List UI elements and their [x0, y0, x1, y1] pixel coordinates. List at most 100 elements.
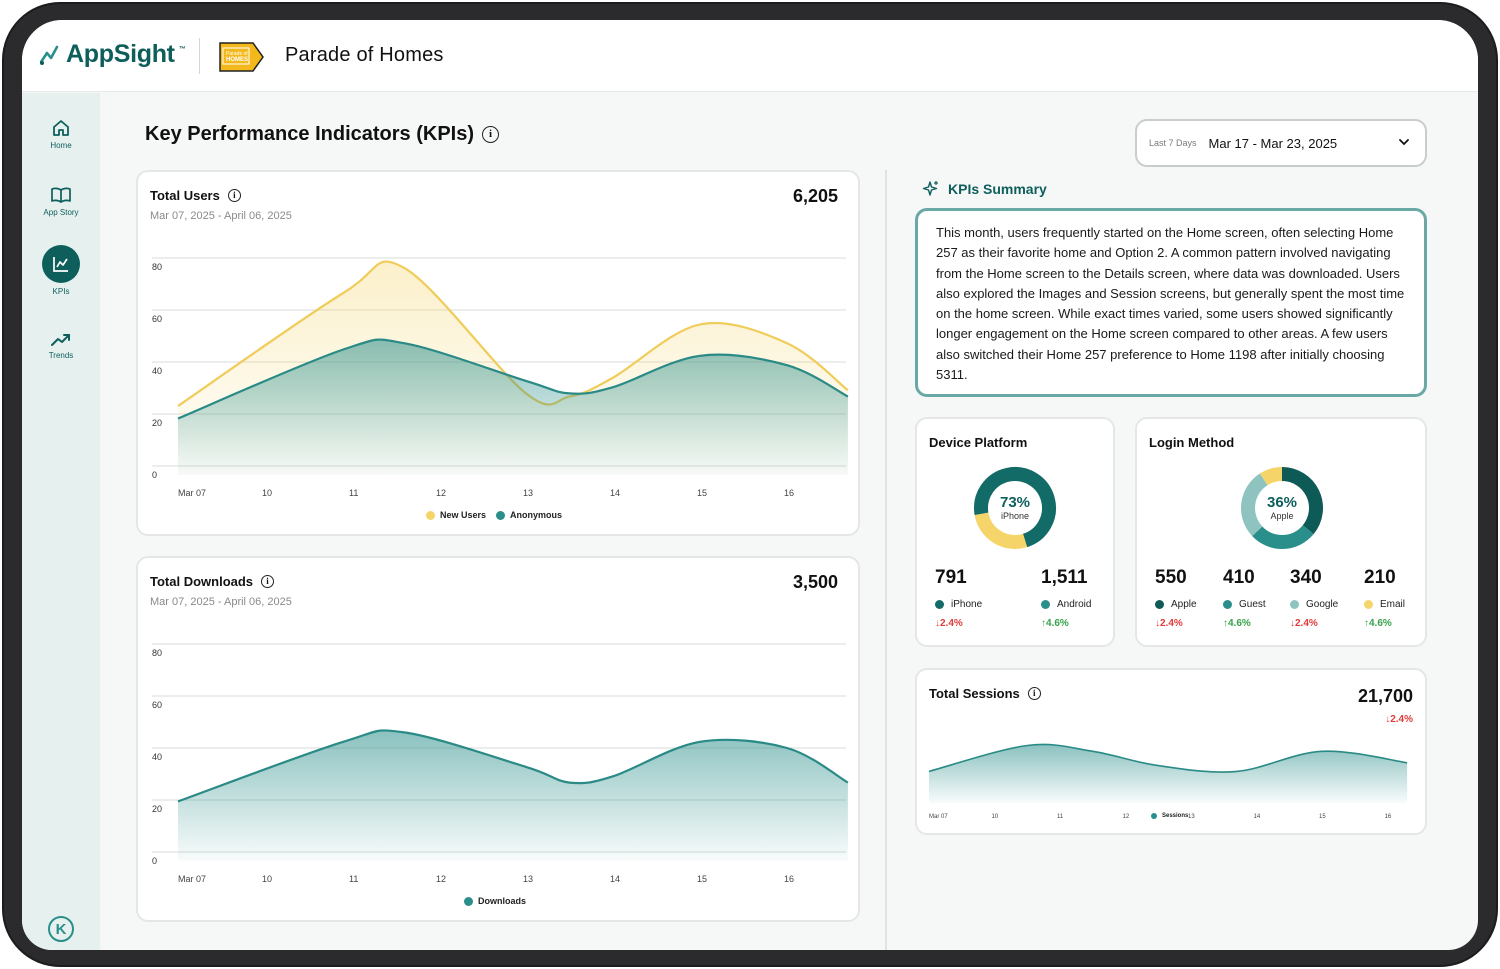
- card-title: Login Method: [1149, 435, 1235, 450]
- area-fill-downloads: [178, 730, 848, 861]
- total-downloads-chart: 0 20 40 60 80 Mar 07 10 11 12 13 14 15 16: [152, 643, 849, 884]
- donut-center-percent: 36%: [1266, 494, 1298, 511]
- x-tick-label: 16: [784, 874, 794, 884]
- top-bar-divider: [199, 38, 200, 74]
- x-tick-label: 15: [697, 874, 707, 884]
- chart-legend: Sessions: [1151, 813, 1188, 819]
- stat-label: Android: [1057, 599, 1092, 610]
- company-logo: K: [48, 916, 74, 942]
- x-tick-label: 12: [436, 874, 446, 884]
- x-tick-label: 15: [1319, 814, 1326, 820]
- info-icon[interactable]: i: [1027, 687, 1041, 700]
- svg-text:HOMES: HOMES: [226, 57, 248, 63]
- donut-center-label: 73% iPhone: [972, 465, 1058, 551]
- donut-slice-google: [1241, 473, 1268, 537]
- area-fill-anonymous: [178, 339, 848, 475]
- x-tick-label: 13: [523, 874, 533, 884]
- device-platform-card: Device Platform 73% iPhone 791 iPhone ↓2…: [915, 417, 1115, 647]
- x-tick-label: Mar 07: [178, 874, 206, 884]
- kpis-summary-text: This month, users frequently started on …: [915, 208, 1427, 397]
- x-tick-label: 16: [784, 488, 794, 498]
- donut-chart: [1241, 467, 1323, 549]
- arrow-down-icon: ↓: [935, 618, 940, 629]
- stat-value: 410: [1223, 567, 1255, 588]
- card-title: Device Platform: [929, 435, 1028, 450]
- stat-change: 2.4%: [940, 618, 963, 629]
- x-tick-label: 10: [262, 874, 272, 884]
- y-tick-label: 60: [152, 314, 162, 324]
- stat-android: 1,511 Android ↑4.6%: [1041, 567, 1091, 629]
- donut-slice-email: [1260, 467, 1283, 486]
- card-title: Total Users i: [150, 188, 241, 203]
- date-range-picker[interactable]: Last 7 Days Mar 17 - Mar 23, 2025: [1135, 119, 1427, 167]
- sidebar-item-app-story[interactable]: App Story: [22, 176, 100, 217]
- sidebar-item-home[interactable]: Home: [22, 109, 100, 150]
- arrow-up-icon: ↑: [1041, 618, 1046, 629]
- total-sessions-card: Total Sessions i 21,700 ↓2.4% Mar 07 10 11…: [915, 668, 1427, 835]
- stat-label: Guest: [1239, 599, 1266, 610]
- donut-slice-iphone: [974, 467, 1056, 548]
- legend-label: Anonymous: [510, 510, 563, 520]
- info-icon[interactable]: i: [227, 189, 241, 202]
- stat-change: 4.6%: [1228, 618, 1251, 629]
- parade-of-homes-badge: Parade of HOMES: [219, 42, 265, 72]
- chart-legend: New Users Anonymous: [426, 510, 562, 520]
- page-title: Key Performance Indicators (KPIs) i: [145, 123, 499, 146]
- series-line-anonymous: [177, 338, 849, 420]
- legend-item-new-users[interactable]: New Users: [426, 510, 486, 520]
- top-bar: AppSight ™ Parade of HOMES Parade of Hom…: [22, 20, 1478, 92]
- date-preset-label: Last 7 Days: [1149, 138, 1197, 148]
- legend-item-sessions[interactable]: Sessions: [1151, 813, 1188, 819]
- stat-guest: 410 Guest ↑4.6%: [1223, 567, 1266, 629]
- stat-value: 340: [1290, 567, 1322, 588]
- sidebar-item-kpis[interactable]: KPIs: [22, 245, 100, 296]
- column-divider: [885, 170, 887, 950]
- appsight-logo[interactable]: AppSight ™: [40, 40, 186, 69]
- legend-dot: [1041, 600, 1050, 609]
- card-total-value: 21,700: [1357, 686, 1413, 706]
- kpis-summary-title: KPIs Summary: [948, 181, 1047, 197]
- donut-slice-apple: [1281, 467, 1323, 535]
- stat-change: 2.4%: [1390, 714, 1413, 725]
- x-tick-label: 15: [697, 488, 707, 498]
- y-tick-label: 20: [152, 804, 162, 814]
- x-tick-label: Mar 07: [929, 814, 948, 820]
- sparkle-icon: [922, 181, 938, 196]
- y-tick-label: 0: [152, 470, 157, 480]
- legend-item-anonymous[interactable]: Anonymous: [496, 510, 562, 520]
- card-date-range: Mar 07, 2025 - April 06, 2025: [150, 210, 292, 222]
- x-tick-label: 13: [523, 488, 533, 498]
- trending-up-icon: [42, 321, 80, 359]
- stat-label: Email: [1380, 599, 1406, 610]
- hardware-button: [2, 237, 3, 287]
- stat-iphone: 791 iPhone ↓2.4%: [935, 567, 982, 629]
- appsight-logo-icon: [40, 45, 59, 65]
- x-tick-label: 12: [436, 488, 446, 498]
- logo-text: AppSight: [66, 40, 175, 68]
- card-total-value: 6,205: [792, 186, 838, 206]
- legend-label: Downloads: [478, 896, 527, 906]
- legend-item-downloads[interactable]: Downloads: [464, 896, 526, 906]
- sidebar-item-trends[interactable]: Trends: [22, 321, 100, 360]
- date-range-value: Mar 17 - Mar 23, 2025: [1208, 135, 1338, 151]
- legend-dot: [1364, 600, 1373, 609]
- total-downloads-card: Total Downloads i Mar 07, 2025 - April 0…: [136, 556, 860, 922]
- svg-text:Parade of: Parade of: [226, 51, 248, 57]
- series-line-sessions: [928, 743, 1408, 773]
- sessions-change: ↓2.4%: [1385, 714, 1413, 725]
- donut-center-category: iPhone: [1000, 511, 1030, 521]
- info-icon[interactable]: i: [261, 575, 275, 588]
- x-tick-label: 11: [1057, 814, 1064, 820]
- app-name: Parade of Homes: [285, 44, 444, 66]
- x-tick-label: 13: [1188, 814, 1195, 820]
- donut-slice-guest: [1252, 524, 1314, 549]
- legend-label: New Users: [440, 510, 487, 520]
- hardware-button: [2, 172, 3, 222]
- total-sessions-chart: Mar 07 10 11 12 13 14 15 16: [928, 743, 1408, 820]
- x-tick-label: 14: [610, 874, 620, 884]
- info-icon[interactable]: i: [482, 126, 499, 143]
- stat-value: 1,511: [1041, 567, 1088, 588]
- legend-label: Sessions: [1162, 813, 1189, 819]
- app-screen: AppSight ™ Parade of HOMES Parade of Hom…: [22, 20, 1478, 950]
